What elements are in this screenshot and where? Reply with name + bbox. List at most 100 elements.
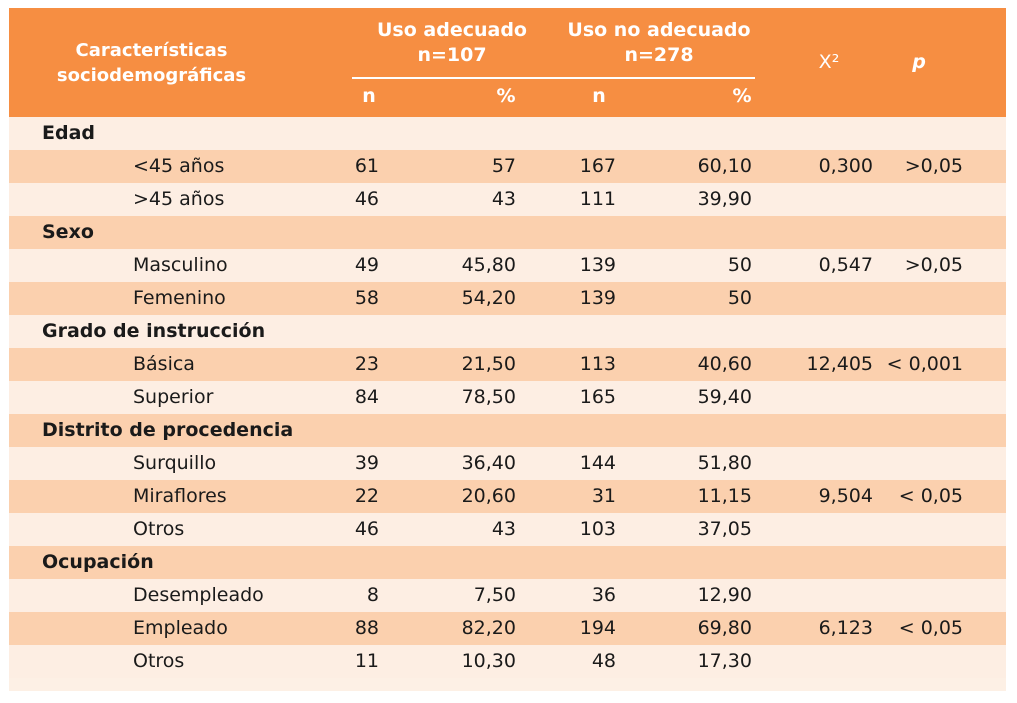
cell-pct-adequate: 57 [491, 155, 516, 177]
table-row: Básica 23 21,50 113 40,60 12,405 < 0,001 [9, 348, 1006, 381]
cell-n-inadequate: 144 [579, 452, 616, 474]
cell-n-inadequate: 139 [579, 287, 616, 309]
table-header: Características sociodemográficas Uso ad… [9, 8, 1006, 117]
table-row: Surquillo 39 36,40 144 51,80 [9, 447, 1006, 480]
row-label: Empleado [133, 617, 228, 639]
header-group-inadequate: Uso no adecuado n=278 [567, 19, 751, 66]
cell-pct-inadequate: 59,40 [697, 386, 752, 408]
cell-p-value: >0,05 [904, 254, 963, 276]
table-row: Otros 11 10,30 48 17,30 [9, 645, 1006, 678]
category-row: Edad [9, 117, 1006, 150]
cell-pct-inadequate: 50 [727, 287, 752, 309]
cell-pct-inadequate: 37,05 [697, 518, 752, 540]
table-row: >45 años 46 43 111 39,90 [9, 183, 1006, 216]
row-label: Otros [133, 650, 185, 672]
header-n-adequate: n [362, 85, 376, 107]
table-body: Edad <45 años 61 57 167 60,10 0,300 >0,05 >45 añ… [9, 117, 1006, 678]
cell-pct-inadequate: 69,80 [697, 617, 752, 639]
row-label: Superior [133, 386, 214, 408]
cell-chi-square: 0,300 [818, 155, 873, 177]
table-row: Otros 46 43 103 37,05 [9, 513, 1006, 546]
category-row: Ocupación [9, 546, 1006, 579]
cell-p-value: < 0,001 [886, 353, 963, 375]
row-label: Básica [133, 353, 195, 375]
cell-pct-adequate: 10,30 [461, 650, 516, 672]
category-row: Sexo [9, 216, 1006, 249]
cell-n-adequate: 61 [354, 155, 379, 177]
cell-n-adequate: 46 [354, 188, 379, 210]
cell-p-value: < 0,05 [898, 485, 963, 507]
category-label: Edad [42, 122, 96, 144]
cell-pct-adequate: 43 [491, 188, 516, 210]
cell-n-inadequate: 139 [579, 254, 616, 276]
cell-pct-adequate: 54,20 [461, 287, 516, 309]
cell-n-inadequate: 194 [579, 617, 616, 639]
cell-pct-adequate: 78,50 [461, 386, 516, 408]
cell-n-adequate: 58 [354, 287, 379, 309]
cell-pct-inadequate: 39,90 [697, 188, 752, 210]
cell-pct-adequate: 82,20 [461, 617, 516, 639]
header-chi-square: X² [818, 51, 840, 73]
cell-pct-inadequate: 60,10 [697, 155, 752, 177]
cell-n-inadequate: 36 [591, 584, 616, 606]
row-label: Desempleado [133, 584, 264, 606]
cell-n-adequate: 88 [354, 617, 379, 639]
cell-chi-square: 12,405 [806, 353, 873, 375]
cell-pct-inadequate: 11,15 [697, 485, 752, 507]
cell-pct-adequate: 7,50 [473, 584, 516, 606]
cell-pct-inadequate: 12,90 [697, 584, 752, 606]
cell-n-adequate: 8 [366, 584, 379, 606]
category-label: Grado de instrucción [42, 320, 266, 342]
cell-n-inadequate: 167 [579, 155, 616, 177]
table-row: Superior 84 78,50 165 59,40 [9, 381, 1006, 414]
cell-pct-adequate: 21,50 [461, 353, 516, 375]
cell-pct-adequate: 36,40 [461, 452, 516, 474]
cell-n-inadequate: 103 [579, 518, 616, 540]
cell-n-inadequate: 113 [579, 353, 616, 375]
row-label: Femenino [133, 287, 226, 309]
cell-n-adequate: 39 [354, 452, 379, 474]
cell-n-inadequate: 31 [591, 485, 616, 507]
header-characteristics: Características sociodemográficas [56, 40, 247, 86]
table-row: <45 años 61 57 167 60,10 0,300 >0,05 [9, 150, 1006, 183]
row-label: Miraflores [133, 485, 227, 507]
cell-n-adequate: 46 [354, 518, 379, 540]
row-label: Otros [133, 518, 185, 540]
cell-n-inadequate: 165 [579, 386, 616, 408]
cell-n-adequate: 11 [354, 650, 379, 672]
category-row: Grado de instrucción [9, 315, 1006, 348]
header-divider-inadequate [550, 77, 755, 79]
cell-chi-square: 6,123 [818, 617, 873, 639]
cell-n-adequate: 23 [354, 353, 379, 375]
category-label: Ocupación [42, 551, 154, 573]
cell-pct-adequate: 20,60 [461, 485, 516, 507]
header-p-value: p [912, 51, 926, 73]
header-n-inadequate: n [592, 85, 606, 107]
cell-p-value: < 0,05 [898, 617, 963, 639]
table-row: Desempleado 8 7,50 36 12,90 [9, 579, 1006, 612]
table-row: Empleado 88 82,20 194 69,80 6,123 < 0,05 [9, 612, 1006, 645]
category-label: Sexo [42, 221, 94, 243]
cell-pct-inadequate: 40,60 [697, 353, 752, 375]
header-pct-adequate: % [496, 85, 516, 107]
header-divider-adequate [352, 77, 550, 79]
cell-chi-square: 9,504 [818, 485, 873, 507]
header-group-adequate: Uso adecuado n=107 [377, 19, 527, 66]
cell-pct-adequate: 45,80 [461, 254, 516, 276]
data-table: Características sociodemográficas Uso ad… [9, 8, 1006, 691]
table-row: Masculino 49 45,80 139 50 0,547 >0,05 [9, 249, 1006, 282]
row-label: Masculino [133, 254, 228, 276]
cell-p-value: >0,05 [904, 155, 963, 177]
row-label: >45 años [133, 188, 225, 210]
table-row: Miraflores 22 20,60 31 11,15 9,504 < 0,05 [9, 480, 1006, 513]
cell-n-adequate: 49 [354, 254, 379, 276]
cell-n-adequate: 22 [354, 485, 379, 507]
cell-pct-inadequate: 17,30 [697, 650, 752, 672]
category-row: Distrito de procedencia [9, 414, 1006, 447]
cell-pct-inadequate: 50 [727, 254, 752, 276]
cell-n-adequate: 84 [354, 386, 379, 408]
cell-n-inadequate: 111 [579, 188, 616, 210]
cell-pct-adequate: 43 [491, 518, 516, 540]
category-label: Distrito de procedencia [42, 419, 294, 441]
cell-n-inadequate: 48 [591, 650, 616, 672]
